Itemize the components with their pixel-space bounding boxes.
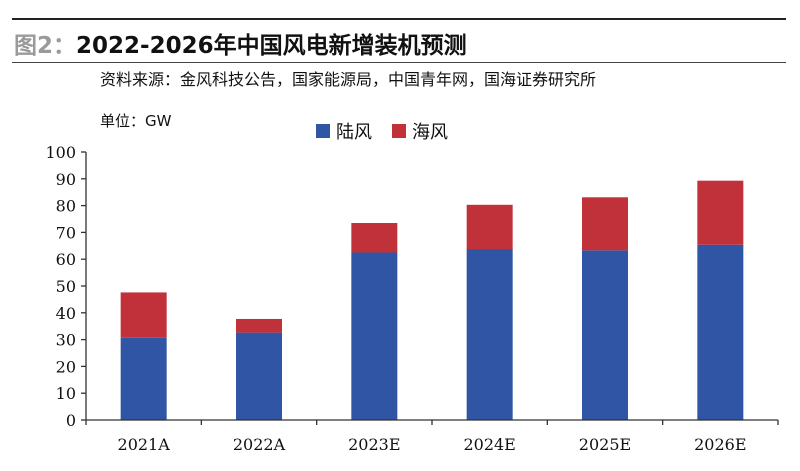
y-tick-label-20: 20 bbox=[56, 357, 76, 376]
bar-offshore-2022A bbox=[236, 318, 282, 333]
figure-title: 图2：2022-2026年中国风电新增装机预测 bbox=[14, 26, 467, 60]
y-tick-label-70: 70 bbox=[56, 223, 76, 242]
x-tick-label-2026E: 2026E bbox=[694, 435, 746, 454]
bar-onshore-2025E bbox=[582, 250, 628, 420]
figure-label: 图2： bbox=[14, 33, 77, 59]
x-tick-label-2024E: 2024E bbox=[463, 435, 515, 454]
x-tick-label-2022A: 2022A bbox=[233, 435, 286, 454]
legend-label-onshore: 陆风 bbox=[336, 122, 372, 143]
source-note: 资料来源：金风科技公告，国家能源局，中国青年网，国海证券研究所 bbox=[100, 70, 597, 89]
y-tick-label-90: 90 bbox=[56, 170, 76, 189]
bar-onshore-2021A bbox=[120, 337, 167, 420]
x-tick-label-2021A: 2021A bbox=[118, 435, 171, 454]
figure-title-text: 2022-2026年中国风电新增装机预测 bbox=[76, 33, 467, 59]
y-tick-label-30: 30 bbox=[56, 331, 76, 350]
bar-onshore-2024E bbox=[466, 249, 513, 420]
bar-offshore-2023E bbox=[351, 223, 398, 253]
y-tick-label-50: 50 bbox=[56, 277, 76, 296]
bar-offshore-2024E bbox=[466, 204, 513, 250]
y-tick-label-10: 10 bbox=[56, 384, 76, 403]
bar-offshore-2026E bbox=[697, 180, 744, 245]
top-rule bbox=[12, 18, 786, 20]
bar-offshore-2021A bbox=[120, 292, 167, 338]
y-tick-label-40: 40 bbox=[56, 304, 76, 323]
y-tick-label-80: 80 bbox=[56, 197, 76, 216]
bar-onshore-2026E bbox=[697, 244, 744, 420]
legend-item-onshore: 陆风 bbox=[316, 118, 372, 144]
y-tick-label-100: 100 bbox=[45, 143, 76, 162]
bar-onshore-2022A bbox=[236, 332, 282, 420]
x-tick-label-2023E: 2023E bbox=[348, 435, 400, 454]
bar-onshore-2023E bbox=[351, 252, 398, 420]
title-rule bbox=[12, 62, 786, 63]
legend-label-offshore: 海风 bbox=[412, 122, 448, 143]
bar-offshore-2025E bbox=[582, 197, 628, 251]
x-tick-label-2025E: 2025E bbox=[579, 435, 631, 454]
y-tick-label-0: 0 bbox=[66, 411, 76, 430]
chart-legend: 陆风 海风 bbox=[316, 118, 468, 144]
unit-label: 单位：GW bbox=[100, 112, 172, 130]
legend-swatch-onshore bbox=[316, 124, 330, 138]
y-tick-label-60: 60 bbox=[56, 250, 76, 269]
legend-item-offshore: 海风 bbox=[392, 118, 448, 144]
legend-swatch-offshore bbox=[392, 124, 406, 138]
